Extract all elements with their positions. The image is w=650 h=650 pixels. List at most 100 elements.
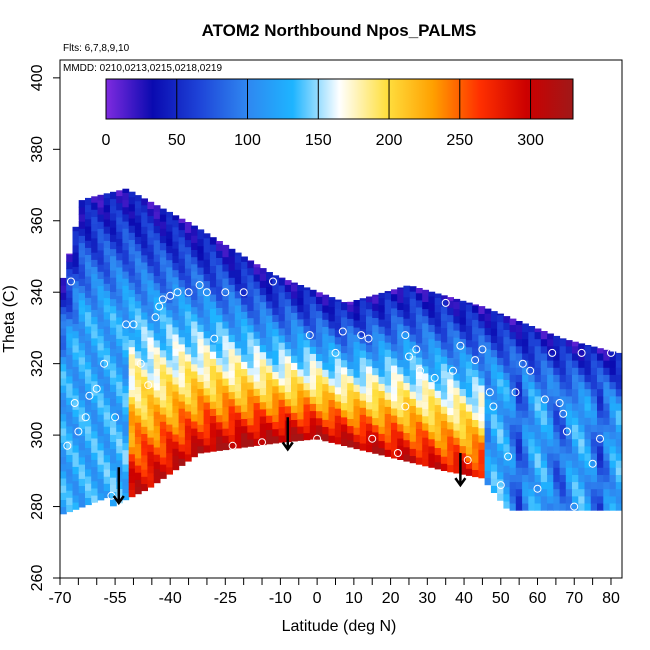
- field-cell: [128, 268, 136, 276]
- field-cell: [453, 387, 461, 395]
- field-cell: [78, 342, 86, 351]
- field-cell: [472, 390, 479, 399]
- field-cell: [328, 370, 336, 379]
- sample-point: [596, 434, 604, 443]
- y-tick-label: 320: [29, 350, 46, 377]
- field-cell: [328, 306, 336, 315]
- field-cell: [334, 329, 342, 338]
- field-cell: [578, 445, 586, 454]
- field-cell: [515, 345, 523, 354]
- field-cell: [128, 332, 136, 340]
- field-cell: [359, 393, 367, 401]
- field-cell: [278, 335, 286, 343]
- field-cell: [578, 395, 586, 404]
- field-cell: [372, 294, 379, 297]
- field-cell: [409, 384, 417, 392]
- field-cell: [184, 375, 192, 383]
- field-cell: [422, 415, 429, 424]
- field-cell: [153, 332, 161, 341]
- field-cell: [409, 298, 417, 306]
- field-cell: [453, 351, 461, 360]
- sample-point: [100, 359, 109, 368]
- field-cell: [166, 259, 173, 268]
- field-cell: [459, 424, 467, 432]
- field-cell: [222, 313, 230, 322]
- field-cell: [341, 302, 348, 311]
- field-cell: [353, 398, 361, 407]
- field-cell: [540, 431, 548, 440]
- field-cell: [597, 495, 604, 504]
- field-cell: [91, 416, 98, 425]
- field-cell: [291, 419, 298, 428]
- field-cell: [484, 320, 492, 328]
- field-cell: [447, 314, 454, 323]
- field-cell: [490, 413, 498, 422]
- field-cell: [85, 311, 92, 320]
- field-cell: [534, 374, 542, 383]
- field-cell: [459, 300, 467, 304]
- field-cell: [197, 245, 205, 254]
- field-cell: [472, 355, 479, 363]
- field-cell: [172, 455, 180, 464]
- field-cell: [172, 326, 180, 335]
- field-cell: [141, 290, 148, 299]
- field-cell: [110, 455, 117, 464]
- field-cell: [128, 339, 136, 348]
- field-cell: [434, 340, 442, 348]
- field-cell: [166, 374, 173, 382]
- field-cell: [609, 388, 617, 397]
- field-cell: [547, 424, 554, 433]
- field-cell: [216, 421, 223, 430]
- field-cell: [116, 224, 123, 232]
- field-cell: [384, 363, 392, 372]
- field-cell: [415, 457, 423, 465]
- field-cell: [216, 407, 223, 416]
- field-cell: [110, 234, 117, 242]
- field-cell: [459, 438, 467, 447]
- field-cell: [197, 324, 205, 332]
- field-cell: [141, 269, 148, 277]
- field-cell: [540, 453, 548, 461]
- field-cell: [515, 410, 523, 418]
- field-cell: [110, 212, 117, 221]
- field-cell: [116, 424, 123, 432]
- field-cell: [203, 330, 211, 339]
- field-cell: [378, 376, 386, 384]
- field-cell: [447, 464, 454, 473]
- sample-point: [195, 281, 204, 290]
- field-cell: [60, 463, 67, 472]
- field-cell: [453, 401, 461, 410]
- field-cell: [103, 490, 111, 499]
- field-cell: [472, 433, 479, 442]
- field-cell: [60, 470, 67, 479]
- field-cell: [110, 348, 117, 357]
- field-cell: [141, 447, 148, 456]
- field-cell: [397, 452, 404, 460]
- field-cell: [378, 383, 386, 391]
- sample-point: [607, 348, 615, 357]
- field-cell: [91, 230, 98, 239]
- field-cell: [328, 320, 336, 329]
- field-cell: [522, 460, 529, 468]
- field-cell: [197, 252, 205, 261]
- field-cell: [291, 376, 298, 385]
- field-cell: [91, 280, 98, 289]
- field-cell: [378, 361, 386, 370]
- field-cell: [341, 424, 348, 432]
- sample-point: [364, 334, 373, 343]
- field-cell: [128, 375, 136, 383]
- field-cell: [540, 424, 548, 433]
- sample-point: [100, 184, 109, 193]
- field-cell: [378, 369, 386, 377]
- field-cell: [241, 418, 248, 427]
- field-cell: [234, 326, 242, 335]
- field-cell: [85, 418, 92, 427]
- field-cell: [528, 331, 536, 340]
- field-cell: [228, 305, 236, 314]
- field-cell: [191, 413, 198, 422]
- field-cell: [122, 271, 130, 279]
- field-cell: [397, 409, 404, 418]
- field-cell: [178, 358, 186, 366]
- field-cell: [197, 281, 205, 290]
